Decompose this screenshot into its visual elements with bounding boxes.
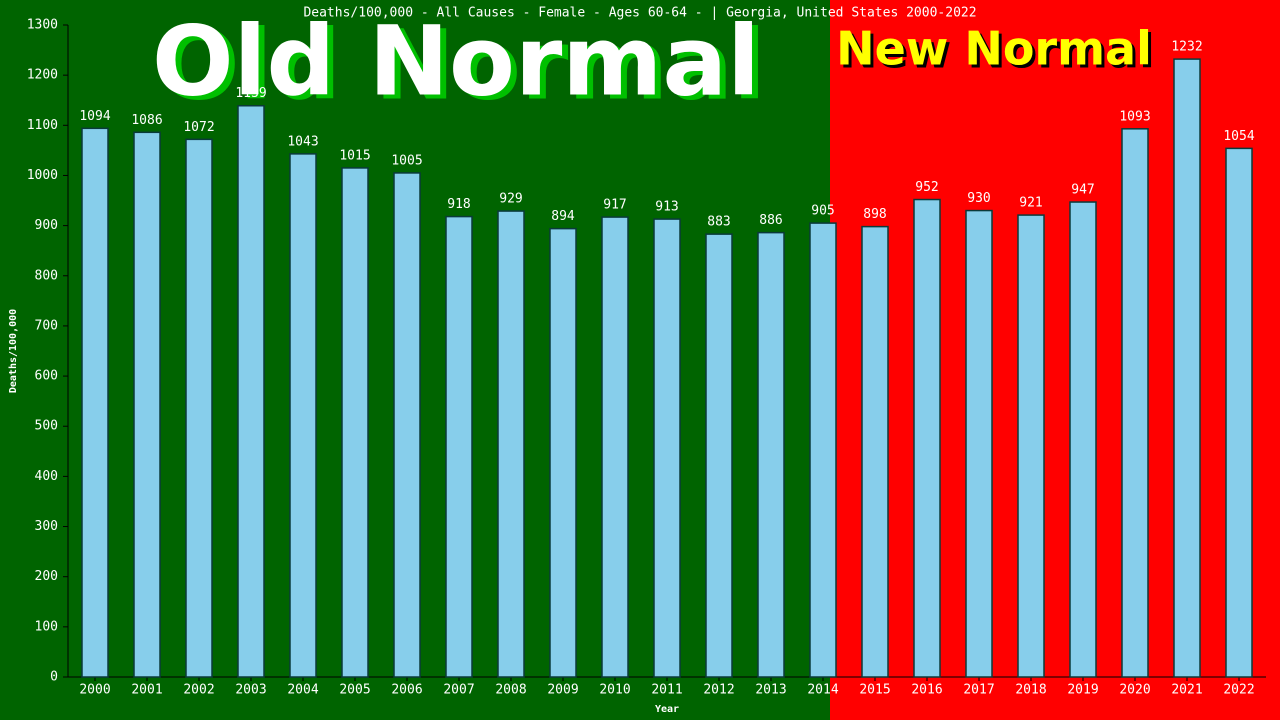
x-tick-label: 2001 xyxy=(131,683,162,698)
bar xyxy=(1069,201,1097,678)
bar xyxy=(601,216,629,678)
x-tick-label: 2008 xyxy=(495,683,526,698)
x-tick-label: 2014 xyxy=(807,683,838,698)
y-tick-label: 700 xyxy=(35,318,58,333)
x-tick-label: 2012 xyxy=(703,683,734,698)
y-tick-label: 1300 xyxy=(27,18,58,33)
y-tick-label: 300 xyxy=(35,519,58,534)
value-label: 894 xyxy=(551,209,575,224)
x-tick-label: 2006 xyxy=(391,683,422,698)
y-tick-label: 800 xyxy=(35,268,58,283)
x-tick-label: 2022 xyxy=(1223,683,1254,698)
value-label: 921 xyxy=(1019,196,1042,211)
value-label: 1054 xyxy=(1223,129,1254,144)
value-label: 1005 xyxy=(391,153,422,168)
value-label: 952 xyxy=(915,180,938,195)
y-tick-label: 500 xyxy=(35,419,58,434)
bar xyxy=(289,153,317,678)
bar xyxy=(81,127,109,678)
x-tick-label: 2017 xyxy=(963,683,994,698)
x-tick-label: 2011 xyxy=(651,683,682,698)
y-tick-label: 1100 xyxy=(27,118,58,133)
chart-title: Deaths/100,000 - All Causes - Female - A… xyxy=(303,6,976,21)
value-label: 883 xyxy=(707,215,730,230)
x-tick-label: 2009 xyxy=(547,683,578,698)
annotation: New Normal xyxy=(836,22,1152,76)
x-axis-label: Year xyxy=(655,704,679,715)
bar xyxy=(497,210,525,678)
x-tick-label: 2005 xyxy=(339,683,370,698)
value-label: 905 xyxy=(811,204,834,219)
x-tick-label: 2004 xyxy=(287,683,318,698)
bar xyxy=(237,104,265,678)
bar xyxy=(705,233,733,678)
bar xyxy=(653,218,681,678)
value-label: 929 xyxy=(499,192,522,207)
value-label: 1094 xyxy=(79,109,110,124)
value-label: 930 xyxy=(967,191,990,206)
annotation-shadow: Old Normal xyxy=(158,9,766,121)
bar xyxy=(965,209,993,678)
x-tick-label: 2002 xyxy=(183,683,214,698)
x-tick-label: 2003 xyxy=(235,683,266,698)
y-tick-label: 1200 xyxy=(27,68,58,83)
value-label: 1043 xyxy=(287,134,318,149)
x-tick-label: 2013 xyxy=(755,683,786,698)
value-label: 1232 xyxy=(1171,40,1202,55)
y-tick-label: 1000 xyxy=(27,168,58,183)
x-tick-label: 2019 xyxy=(1067,683,1098,698)
value-label: 1015 xyxy=(339,148,370,163)
value-label: 918 xyxy=(447,197,470,212)
annotation: Old Normal xyxy=(152,5,760,117)
annotation-shadow: New Normal xyxy=(839,25,1155,79)
x-tick-label: 2010 xyxy=(599,683,630,698)
value-label: 1093 xyxy=(1119,109,1150,124)
value-label: 1139 xyxy=(235,86,266,101)
bar xyxy=(1121,128,1149,678)
x-tick-label: 2007 xyxy=(443,683,474,698)
bar xyxy=(393,172,421,678)
y-axis-label: Deaths/100,000 xyxy=(8,309,19,393)
bar xyxy=(1225,147,1253,678)
value-label: 913 xyxy=(655,200,678,215)
value-label: 898 xyxy=(863,207,886,222)
y-tick-label: 900 xyxy=(35,218,58,233)
bar xyxy=(1173,58,1201,678)
value-label: 886 xyxy=(759,213,782,228)
value-label: 947 xyxy=(1071,183,1094,198)
new-normal-background xyxy=(830,0,1280,720)
bar xyxy=(341,167,369,678)
bar xyxy=(861,225,889,678)
y-tick-label: 100 xyxy=(35,619,58,634)
x-tick-label: 2020 xyxy=(1119,683,1150,698)
y-tick-label: 200 xyxy=(35,569,58,584)
x-tick-label: 2015 xyxy=(859,683,890,698)
x-tick-label: 2016 xyxy=(911,683,942,698)
bar xyxy=(185,138,213,678)
x-tick-label: 2021 xyxy=(1171,683,1202,698)
x-tick-label: 2000 xyxy=(79,683,110,698)
value-label: 917 xyxy=(603,198,626,213)
bar xyxy=(549,227,577,678)
bar xyxy=(809,222,837,678)
y-tick-label: 400 xyxy=(35,469,58,484)
y-tick-label: 0 xyxy=(50,670,58,685)
value-label: 1072 xyxy=(183,120,214,135)
bar xyxy=(445,215,473,678)
x-tick-label: 2018 xyxy=(1015,683,1046,698)
y-tick-label: 600 xyxy=(35,369,58,384)
value-label: 1086 xyxy=(131,113,162,128)
bar xyxy=(133,131,161,678)
bar xyxy=(757,231,785,678)
bar xyxy=(1017,214,1045,678)
bar xyxy=(913,198,941,678)
